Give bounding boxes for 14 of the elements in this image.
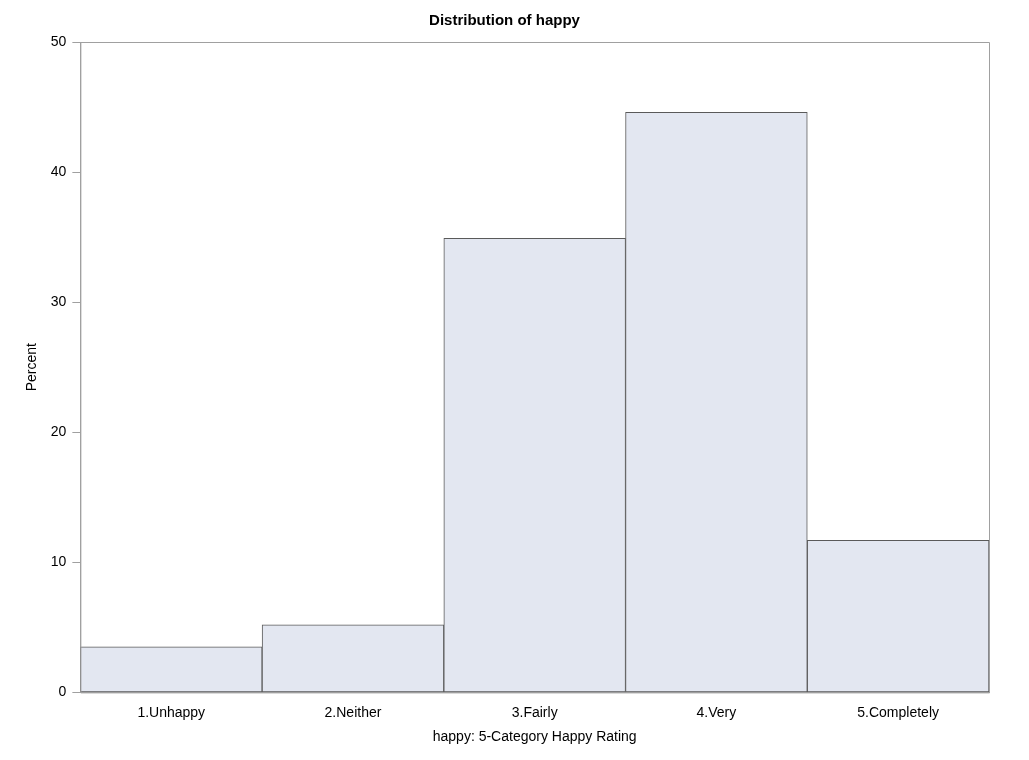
- x-tick-label: 2.Neither: [324, 703, 382, 720]
- y-tick-label: 50: [50, 32, 67, 49]
- x-tick-label: 3.Fairly: [511, 703, 558, 720]
- y-tick-label: 20: [50, 423, 67, 440]
- x-tick-label: 4.Very: [696, 703, 737, 720]
- x-tick-label: 1.Unhappy: [137, 703, 206, 720]
- y-tick-label: 10: [50, 553, 67, 570]
- y-tick-label: 30: [50, 293, 67, 310]
- x-axis-title: happy: 5-Category Happy Rating: [432, 728, 637, 745]
- x-tick-label: 5.Completely: [857, 703, 939, 720]
- y-tick-label: 0: [58, 683, 67, 700]
- chart-title: Distribution of happy: [429, 11, 581, 29]
- y-axis-title: Percent: [23, 342, 40, 392]
- y-tick-label: 40: [50, 162, 67, 179]
